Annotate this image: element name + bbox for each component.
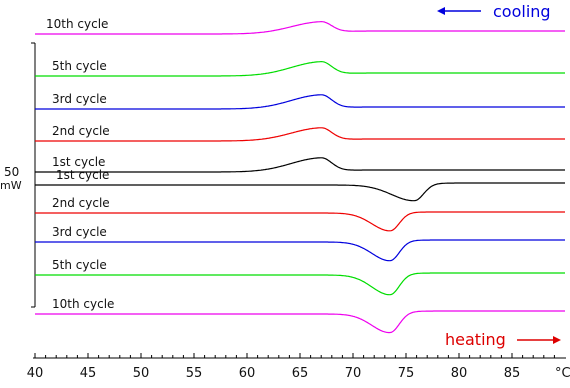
- heating-curve: [35, 182, 565, 202]
- x-tick-label: 75: [398, 366, 415, 381]
- x-ticks: 40 45 50 55 60 65 70 75 80 85: [27, 353, 555, 381]
- heating-curve-label: 1st cycle: [56, 168, 109, 182]
- cooling-curve: [35, 127, 565, 142]
- cooling-curve-label: 5th cycle: [52, 59, 107, 73]
- x-tick-label: 40: [27, 366, 44, 381]
- heating-indicator: heating: [445, 330, 561, 349]
- cooling-curve: [35, 94, 565, 110]
- cooling-label: cooling: [493, 2, 551, 21]
- cooling-curve: [35, 20, 565, 35]
- heating-curve: [35, 239, 565, 262]
- x-tick-label: 60: [239, 366, 256, 381]
- cooling-curve-label: 1st cycle: [52, 155, 105, 169]
- x-tick-label: 70: [345, 366, 362, 381]
- cooling-arrow-icon: [437, 7, 445, 15]
- heating-label: heating: [445, 330, 506, 349]
- cooling-curve: [35, 157, 565, 173]
- cooling-curve-label: 3rd cycle: [52, 92, 107, 106]
- x-tick-label: 50: [133, 366, 150, 381]
- curve-labels-group: 10th cycle 5th cycle 3rd cycle 2nd cycle 1st…: [46, 17, 114, 311]
- heating-curve-label: 10th cycle: [52, 297, 114, 311]
- x-tick-label: 65: [292, 366, 309, 381]
- heating-curve: [35, 211, 565, 232]
- cooling-indicator: cooling: [437, 2, 551, 21]
- heating-curve-label: 2nd cycle: [52, 196, 110, 210]
- heating-curve-label: 3rd cycle: [52, 225, 107, 239]
- scale-bar-unit: mW: [0, 179, 22, 192]
- x-tick-label: 85: [504, 366, 521, 381]
- x-tick-label: 80: [451, 366, 468, 381]
- x-axis: 40 45 50 55 60 65 70 75 80 85 °C: [27, 353, 570, 381]
- cooling-curve-label: 2nd cycle: [52, 124, 110, 138]
- heating-arrow-icon: [553, 336, 561, 344]
- x-axis-unit: °C: [555, 366, 570, 381]
- heating-curve-label: 5th cycle: [52, 258, 107, 272]
- heating-curve: [35, 272, 565, 296]
- x-tick-label: 55: [186, 366, 203, 381]
- heating-curve: [35, 310, 565, 334]
- scale-bar-value: 50: [4, 165, 19, 179]
- curves-group: [35, 20, 565, 334]
- cooling-curve: [35, 60, 565, 77]
- cooling-curve-label: 10th cycle: [46, 17, 108, 31]
- scale-bar: 50 mW: [0, 42, 36, 308]
- x-tick-label: 45: [80, 366, 97, 381]
